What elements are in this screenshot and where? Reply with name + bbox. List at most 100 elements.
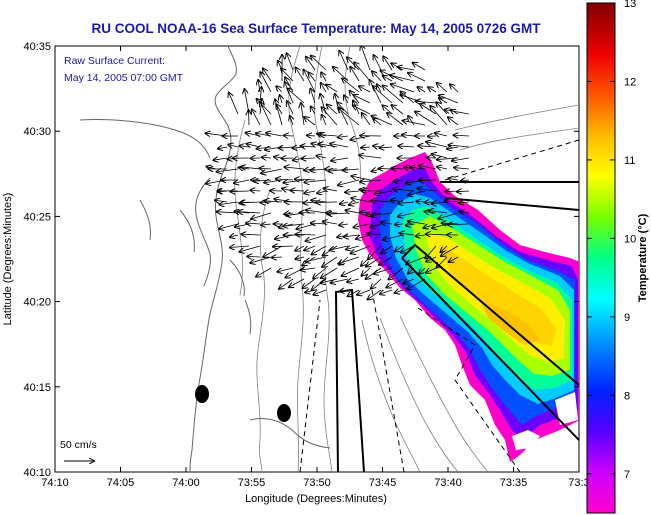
current-vector [256, 267, 272, 277]
radar-coverage-outlines [299, 139, 579, 472]
current-vector [416, 101, 437, 103]
current-vector [280, 95, 282, 104]
colorbar: 13 12 11 10 9 8 7 Temperature (°C) [586, 0, 649, 514]
current-vector [360, 180, 382, 182]
current-vector [260, 168, 272, 169]
current-vector [439, 95, 459, 104]
colorbar-tick-label: 12 [624, 76, 636, 88]
current-vector [342, 78, 360, 93]
current-vector [250, 256, 272, 263]
colorbar-tick-label: 7 [624, 469, 630, 481]
y-tick-label: 40:25 [23, 211, 51, 223]
current-vector [338, 179, 360, 185]
current-vector [290, 116, 293, 126]
current-vector [351, 176, 371, 181]
current-vector [284, 135, 294, 136]
current-vector [287, 89, 305, 104]
current-vector [395, 290, 404, 293]
current-vector [250, 190, 261, 191]
current-vector [275, 99, 283, 126]
figure-title: RU COOL NOAA-16 Sea Surface Temperature:… [92, 21, 542, 36]
x-tick-label: 73:40 [434, 477, 462, 489]
current-vector [296, 234, 316, 235]
current-vector [398, 146, 415, 147]
x-tick-label: 74:10 [41, 477, 69, 489]
current-vector [438, 212, 459, 219]
current-vector [445, 110, 470, 115]
current-vector [261, 224, 272, 225]
current-vector [419, 267, 426, 274]
current-vector [321, 267, 338, 278]
current-vector [338, 108, 360, 126]
y-tick-label: 40:35 [23, 41, 51, 53]
current-vector [327, 105, 338, 115]
current-vector [452, 158, 470, 161]
current-vector [338, 256, 360, 264]
scale-legend: 50 cm/s [60, 439, 97, 461]
current-vector [416, 235, 426, 236]
x-tick-label: 74:05 [107, 477, 135, 489]
current-vector [461, 180, 470, 181]
current-vector [367, 233, 382, 235]
current-vector [407, 278, 426, 290]
current-vector [331, 158, 349, 161]
current-vector [351, 245, 371, 254]
current-vector [273, 246, 294, 247]
colorbar-tick-label: 10 [624, 233, 636, 245]
current-vector [287, 101, 294, 115]
buoy-marker [195, 385, 209, 403]
current-vector [306, 210, 327, 213]
surface-current-vectors [205, 46, 470, 299]
current-vector [387, 113, 404, 126]
current-vector [437, 167, 448, 169]
current-vector [371, 116, 393, 126]
current-vector [379, 256, 393, 265]
current-vector [279, 278, 294, 289]
current-vector [362, 113, 371, 126]
x-tick-label: 73:35 [500, 477, 528, 489]
current-vector [326, 85, 338, 93]
current-vector [344, 95, 348, 104]
current-vector [338, 136, 349, 137]
current-vector [366, 256, 382, 267]
current-vector [393, 180, 404, 182]
current-vector [305, 234, 327, 241]
current-vector [345, 210, 360, 213]
current-vector [350, 67, 360, 82]
current-vector [380, 147, 393, 148]
current-vector [379, 168, 393, 169]
current-vector [372, 71, 382, 82]
current-vector [393, 189, 415, 191]
colorbar-tick-label: 9 [624, 312, 630, 324]
current-vector [296, 68, 305, 82]
current-vector [331, 278, 349, 283]
current-vector [310, 169, 327, 170]
current-vector [389, 267, 404, 279]
current-vector [374, 55, 382, 71]
current-vector [361, 147, 371, 148]
current-vector [370, 224, 382, 227]
y-tick-label: 40:20 [23, 297, 51, 309]
colorbar-ticks: 13 12 11 10 9 8 7 [587, 0, 636, 481]
current-vector [430, 106, 448, 126]
current-vector [441, 245, 459, 256]
current-vector [383, 85, 404, 104]
current-vector [390, 75, 415, 82]
current-vector [375, 191, 393, 194]
current-vector [392, 168, 404, 169]
current-vector [359, 86, 371, 93]
current-vector [448, 178, 459, 180]
current-vector [295, 257, 305, 259]
current-vector [247, 256, 261, 257]
current-vector [457, 191, 470, 192]
current-vector [241, 167, 261, 169]
current-vector [406, 256, 426, 264]
current-vector [246, 223, 261, 224]
current-vector [373, 86, 393, 104]
x-tick-label: 73:55 [238, 477, 266, 489]
current-vector [362, 267, 371, 276]
current-vector [392, 105, 404, 115]
current-vector [228, 145, 239, 147]
current-vector [383, 76, 393, 82]
